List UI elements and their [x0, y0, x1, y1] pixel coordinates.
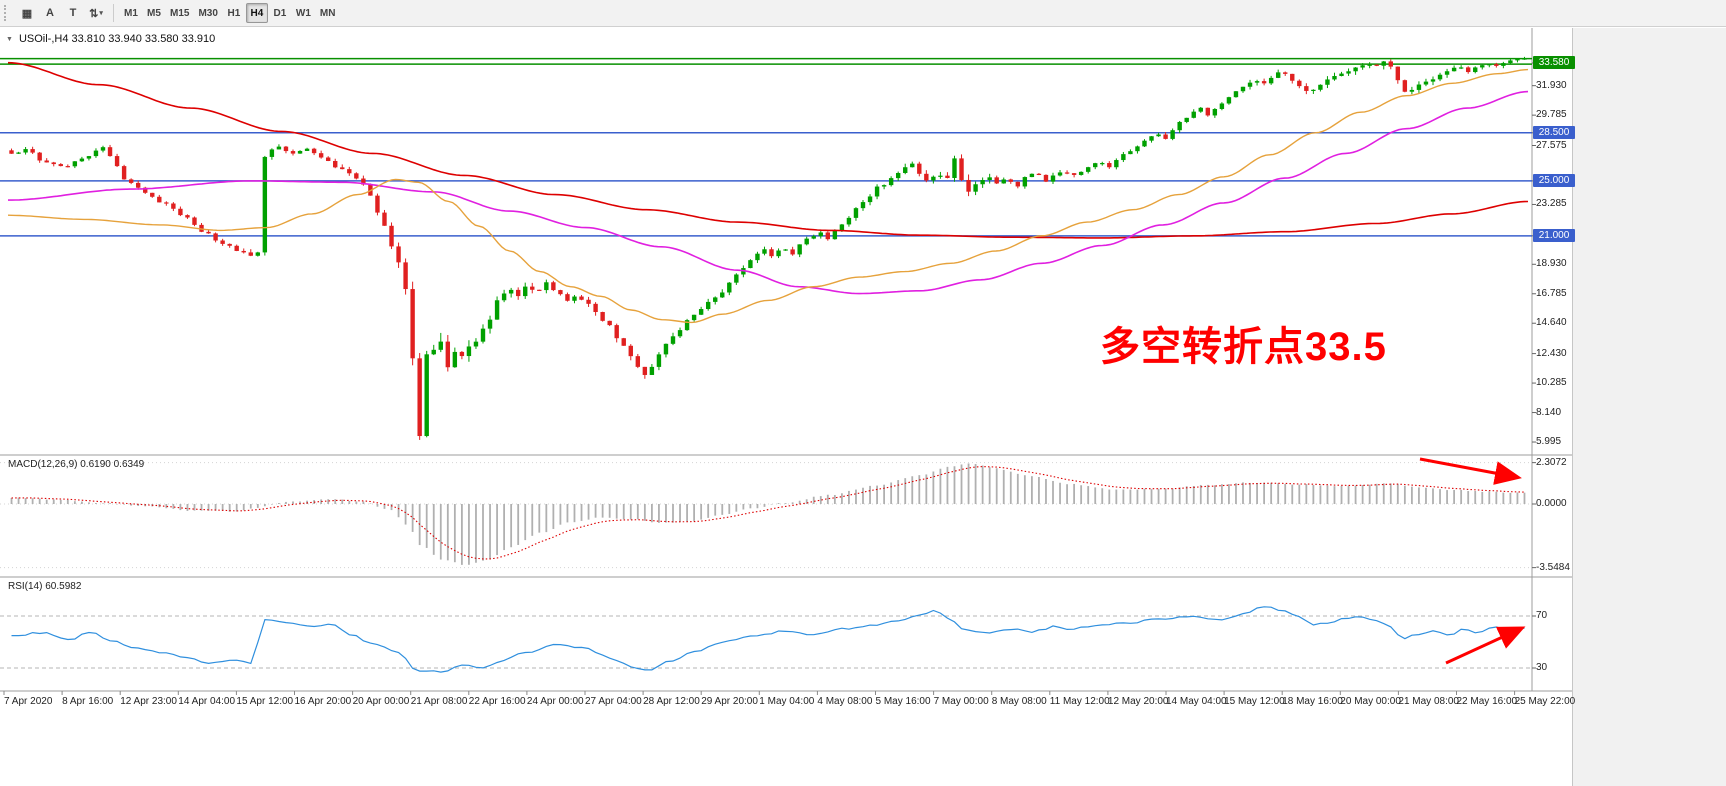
timeframe-m1[interactable]: M1: [120, 3, 142, 23]
tool-text-label-tool[interactable]: A: [39, 3, 61, 23]
toolbar-separator: [113, 4, 114, 22]
annotation-arrows[interactable]: [1419, 457, 1526, 665]
workspace-background: [1572, 28, 1726, 786]
candles-layer: [9, 56, 1527, 440]
chart-annotation-text[interactable]: 多空转折点33.5: [1100, 325, 1387, 369]
dropdown-caret-icon[interactable]: ▾: [99, 10, 103, 17]
price-line-badge: 33.580: [1533, 56, 1575, 69]
price-scale-label: 23.285: [1536, 198, 1567, 210]
timeframe-h4[interactable]: H4: [245, 3, 268, 23]
rsi-pane: [0, 606, 1532, 673]
price-scale-label: 10.285: [1536, 377, 1567, 389]
rsi-scale[interactable]: 70 30: [1536, 0, 1626, 786]
collapse-arrow-icon[interactable]: ▼: [6, 35, 13, 43]
tool-arrows-tool[interactable]: ⇅ ▾: [85, 3, 107, 23]
price-scale-label: 8.140: [1536, 406, 1562, 418]
chart-title-text: USOil-,H4 33.810 33.940 33.580 33.910: [18, 33, 216, 45]
timeframe-d1[interactable]: D1: [269, 3, 291, 23]
toolbar-gripper[interactable]: [4, 5, 10, 21]
rsi-indicator-label: RSI(14) 60.5982: [8, 581, 82, 592]
macd-scale[interactable]: 2.3072 0.0000 -3.5484: [1536, 0, 1626, 786]
price-scale-label: 18.930: [1536, 258, 1567, 270]
macd-scale-label: 0.0000: [1536, 498, 1567, 509]
macd-scale-label: 2.3072: [1536, 456, 1567, 468]
price-scale-label: 14.640: [1536, 317, 1567, 329]
price-scale[interactable]: 31.930 29.785 27.575 23.285 18.930 16.785 14.6…: [1533, 0, 1626, 786]
price-scale-label: 27.575: [1536, 139, 1567, 151]
macd-scale-label: -3.5484: [1536, 561, 1570, 573]
pane-dividers: [0, 28, 1572, 692]
macd-indicator-label: MACD(12,26,9) 0.6190 0.6349: [8, 459, 145, 470]
macd-pane: [0, 462, 1532, 569]
rsi-scale-label: 30: [1536, 662, 1548, 673]
price-line-badge: 21.000: [1533, 228, 1575, 242]
rsi-scale-label: 70: [1536, 610, 1548, 621]
timeframe-h1[interactable]: H1: [223, 3, 245, 23]
price-scale-label: 31.930: [1536, 79, 1567, 91]
top-toolbar: ▦ A T ⇅ ▾ M1 M5 M15 M30 H1 H4 D1 W1 MN: [0, 0, 1726, 27]
timeframe-m30[interactable]: M30: [194, 3, 221, 23]
price-scale-label: 5.995: [1536, 436, 1562, 448]
chart-window[interactable]: [0, 28, 1572, 786]
axis-ticks: [3, 62, 1536, 695]
horizontal-lines[interactable]: [0, 57, 1532, 237]
tool-buttons-group: ▦ A T ⇅ ▾: [16, 3, 107, 23]
price-scale-label: 29.785: [1536, 109, 1567, 121]
price-scale-label: 12.430: [1536, 347, 1567, 359]
timeframe-w1[interactable]: W1: [292, 3, 315, 23]
price-line-badge: 28.500: [1533, 125, 1575, 139]
tool-chart-tool[interactable]: ▦: [16, 3, 38, 23]
timeframe-mn[interactable]: MN: [316, 3, 340, 23]
chart-title: ▼ USOil-,H4 33.810 33.940 33.580 33.910: [6, 33, 215, 45]
timeframe-buttons-group: M1 M5 M15 M30 H1 H4 D1 W1 MN: [120, 3, 339, 23]
timeframe-m5[interactable]: M5: [143, 3, 165, 23]
tool-text-tool[interactable]: T: [62, 3, 84, 23]
timeframe-m15[interactable]: M15: [166, 3, 193, 23]
moving-averages: [7, 61, 1529, 324]
price-scale-label: 16.785: [1536, 287, 1567, 299]
price-line-badge: 25.000: [1533, 173, 1575, 187]
